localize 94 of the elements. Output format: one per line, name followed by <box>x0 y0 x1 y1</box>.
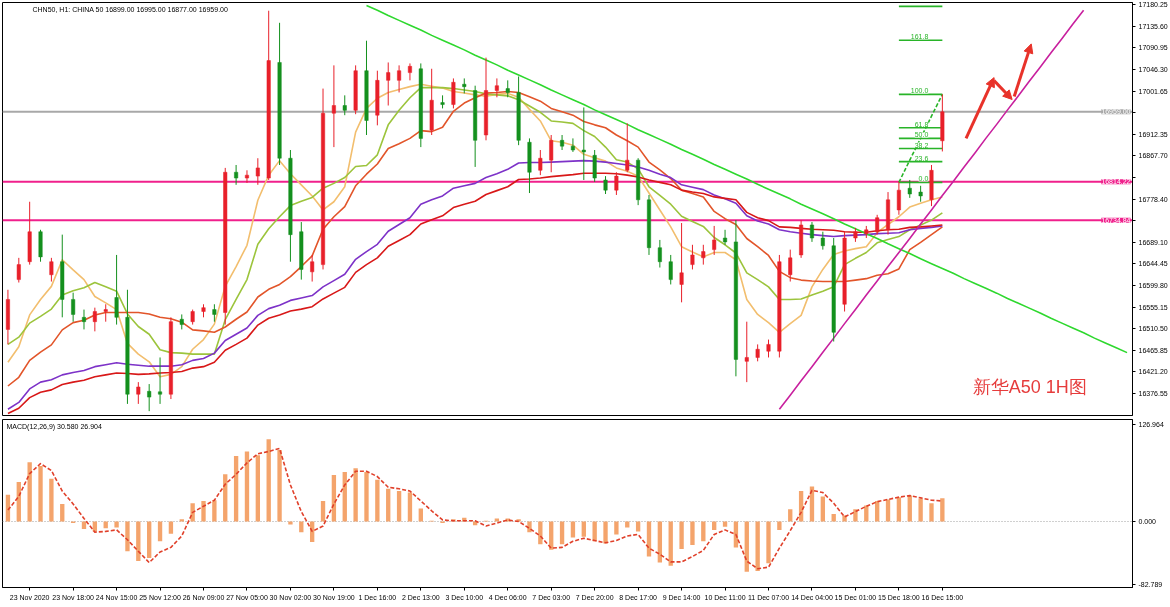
bar <box>266 439 271 522</box>
bar <box>38 465 43 522</box>
bar <box>820 496 826 522</box>
candlestick <box>581 106 586 181</box>
bar <box>885 499 891 522</box>
bar <box>49 478 54 522</box>
bar <box>125 521 130 552</box>
bar <box>603 521 608 544</box>
bar <box>494 518 500 522</box>
candlestick <box>16 257 21 284</box>
candlestick <box>386 61 391 107</box>
bar <box>809 486 815 522</box>
bar <box>375 479 380 522</box>
bar <box>396 491 402 522</box>
candlestick <box>71 292 76 323</box>
candlestick <box>82 309 86 330</box>
bar <box>766 521 771 564</box>
bar <box>244 451 250 522</box>
bar <box>27 462 32 522</box>
candlestick <box>158 356 163 405</box>
bar <box>679 521 684 549</box>
bar <box>407 492 413 522</box>
bar <box>874 500 880 522</box>
candlestick <box>679 222 684 303</box>
line-series <box>365 4 1128 354</box>
candlestick <box>310 254 315 283</box>
bar <box>592 521 597 542</box>
candlestick <box>538 149 543 176</box>
candlestick <box>397 64 402 93</box>
candlestick <box>625 122 630 173</box>
candlestick <box>896 181 901 216</box>
bar <box>918 498 923 522</box>
candlestick <box>744 321 749 383</box>
bar <box>342 472 347 522</box>
bar <box>831 513 836 522</box>
bar <box>755 521 760 571</box>
bar <box>320 500 326 522</box>
bar <box>255 455 261 522</box>
bar <box>212 500 217 522</box>
candlestick <box>255 157 260 186</box>
candlestick <box>331 64 336 148</box>
candlestick <box>92 307 97 332</box>
candlestick <box>560 134 565 151</box>
bar <box>538 521 543 545</box>
candlestick <box>407 62 412 81</box>
candlestick <box>494 77 499 98</box>
bar <box>418 508 423 522</box>
candlestick <box>809 221 814 243</box>
bar <box>690 521 695 546</box>
bar <box>114 521 119 528</box>
bar <box>788 509 793 522</box>
candlestick <box>114 254 119 326</box>
bar <box>223 474 228 522</box>
bar <box>233 456 239 522</box>
candlestick <box>234 164 239 186</box>
candlestick <box>549 134 554 173</box>
bar <box>179 519 184 522</box>
candlestick <box>451 77 456 109</box>
candlestick <box>668 254 673 285</box>
line-series <box>778 9 1085 411</box>
bar <box>777 521 782 530</box>
candlestick <box>690 244 695 270</box>
candlestick <box>570 137 575 153</box>
bar <box>277 449 282 522</box>
bar <box>896 497 902 522</box>
candlestick <box>723 229 728 246</box>
candlestick <box>244 169 249 184</box>
candlestick <box>592 149 597 183</box>
candlestick <box>701 244 706 266</box>
candlestick <box>136 381 141 405</box>
bar <box>364 472 369 522</box>
bar <box>147 521 152 559</box>
candlestick <box>657 239 662 269</box>
candlestick <box>614 171 619 196</box>
candlestick <box>788 249 793 283</box>
bar <box>625 521 630 528</box>
bar <box>907 495 912 522</box>
bar <box>168 521 174 534</box>
bar <box>60 503 65 522</box>
candlestick <box>712 225 717 256</box>
candlestick <box>875 214 880 236</box>
bar <box>853 509 858 522</box>
bar <box>614 521 619 535</box>
bar <box>386 488 391 522</box>
bar <box>353 468 358 522</box>
bar <box>929 503 934 522</box>
bar <box>581 521 586 537</box>
candlestick <box>147 383 152 412</box>
bar <box>288 521 293 525</box>
candlestick <box>342 94 347 116</box>
bar <box>201 500 206 522</box>
annotation: 新华A50 1H图 <box>972 377 1087 397</box>
bar <box>940 498 945 522</box>
candlestick <box>49 257 54 283</box>
